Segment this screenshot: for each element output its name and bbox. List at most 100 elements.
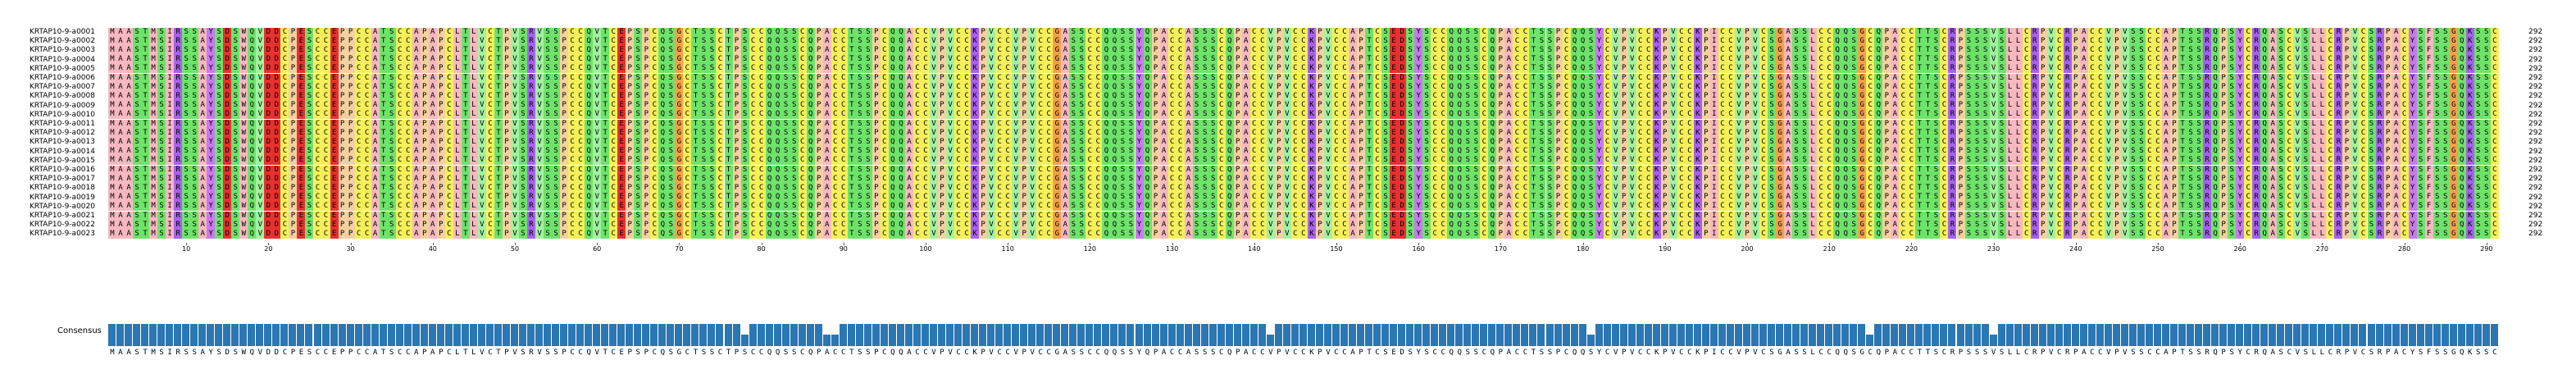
residue-cell: V bbox=[2046, 45, 2055, 56]
residue-cell: A bbox=[822, 119, 831, 129]
residue-cell: Y bbox=[207, 45, 216, 56]
residue-cell: A bbox=[1061, 64, 1070, 74]
residue-cell: S bbox=[1792, 165, 1801, 175]
residue-cell: C bbox=[321, 27, 330, 37]
residue-cell: C bbox=[683, 128, 692, 138]
residue-cell: P bbox=[2112, 82, 2121, 92]
residue-cell: C bbox=[1718, 165, 1727, 175]
residue-cell: A bbox=[1784, 55, 1793, 65]
residue-cell: S bbox=[1932, 119, 1941, 129]
residue-cell: C bbox=[2087, 119, 2096, 129]
residue-cell: S bbox=[1964, 82, 1973, 92]
residue-cell: C bbox=[485, 55, 494, 65]
residue-cell: C bbox=[568, 27, 577, 37]
residue-cell: Y bbox=[2236, 64, 2245, 74]
residue-cell: L bbox=[2310, 73, 2319, 83]
residue-cell: S bbox=[855, 73, 864, 83]
residue-cell: Q bbox=[773, 128, 782, 138]
residue-cell: S bbox=[1973, 165, 1982, 175]
residue-cell: V bbox=[1989, 156, 1998, 166]
residue-cell: S bbox=[215, 82, 224, 92]
residue-cell: S bbox=[1077, 165, 1086, 175]
residue-cell: C bbox=[798, 128, 807, 138]
residue-cell: T bbox=[141, 91, 150, 102]
residue-cell: Q bbox=[1833, 55, 1842, 65]
residue-cell: S bbox=[519, 156, 527, 166]
residue-cell: S bbox=[1973, 45, 1982, 56]
residue-cell: P bbox=[1151, 73, 1160, 83]
residue-cell: P bbox=[502, 110, 511, 120]
residue-cell: P bbox=[1554, 36, 1563, 46]
residue-cell: S bbox=[1586, 45, 1595, 56]
residue-cell: P bbox=[436, 64, 445, 74]
residue-cell: Q bbox=[248, 110, 257, 120]
residue-cell: V bbox=[2104, 73, 2113, 83]
residue-cell: Y bbox=[1414, 101, 1423, 111]
residue-cell: S bbox=[544, 119, 553, 129]
residue-cell: S bbox=[2228, 91, 2237, 102]
residue-cell: C bbox=[1718, 55, 1727, 65]
residue-cell: C bbox=[1759, 91, 1768, 102]
residue-cell: Q bbox=[1570, 156, 1579, 166]
residue-cell: S bbox=[305, 64, 314, 74]
residue-cell: D bbox=[1398, 156, 1407, 166]
residue-cell: A bbox=[1891, 128, 1900, 138]
residue-cell: A bbox=[822, 165, 831, 175]
residue-cell: C bbox=[1677, 27, 1686, 37]
residue-cell: Y bbox=[1595, 55, 1604, 65]
residue-cell: R bbox=[174, 165, 183, 175]
residue-cell: C bbox=[2087, 45, 2096, 56]
residue-cell: D bbox=[272, 156, 281, 166]
residue-cell: S bbox=[781, 36, 790, 46]
residue-cell: A bbox=[1159, 91, 1168, 102]
residue-cell: S bbox=[1850, 137, 1859, 148]
residue-cell: Q bbox=[1447, 110, 1456, 120]
residue-cell: S bbox=[855, 165, 864, 175]
residue-cell: L bbox=[2310, 101, 2319, 111]
residue-cell: S bbox=[2474, 45, 2483, 56]
residue-cell: T bbox=[2178, 128, 2187, 138]
residue-cell: P bbox=[1496, 137, 1505, 148]
residue-cell: V bbox=[1989, 45, 1998, 56]
residue-cell: C bbox=[1045, 147, 1054, 157]
residue-cell: C bbox=[963, 128, 972, 138]
residue-cell: S bbox=[634, 36, 643, 46]
residue-cell: G bbox=[1858, 91, 1867, 102]
residue-cell: S bbox=[1406, 174, 1415, 184]
residue-cell: P bbox=[814, 110, 823, 120]
residue-cell: P bbox=[1882, 137, 1891, 148]
residue-cell: C bbox=[1258, 36, 1267, 46]
residue-cell: S bbox=[855, 119, 864, 129]
residue-cell: S bbox=[863, 82, 872, 92]
residue-cell: L bbox=[2014, 147, 2023, 157]
residue-cell: S bbox=[1126, 55, 1136, 65]
residue-cell: P bbox=[1357, 147, 1366, 157]
residue-cell: C bbox=[683, 45, 692, 56]
residue-cell: S bbox=[1586, 110, 1595, 120]
residue-cell: E bbox=[297, 156, 306, 166]
residue-cell: A bbox=[125, 183, 134, 194]
residue-cell: E bbox=[330, 91, 339, 102]
residue-cell: R bbox=[2252, 45, 2261, 56]
residue-cell: M bbox=[108, 183, 116, 194]
residue-cell: P bbox=[1554, 64, 1563, 74]
residue-cell: C bbox=[354, 91, 363, 102]
residue-cell: A bbox=[371, 174, 380, 184]
residue-cell: P bbox=[2170, 110, 2179, 120]
residue-cell: R bbox=[2203, 137, 2212, 148]
residue-cell: S bbox=[1964, 174, 1973, 184]
residue-cell: P bbox=[560, 156, 569, 166]
residue-cell: V bbox=[535, 36, 544, 46]
residue-cell: P bbox=[502, 174, 511, 184]
residue-cell: M bbox=[108, 119, 116, 129]
residue-cell: S bbox=[2228, 55, 2237, 65]
residue-cell: S bbox=[1850, 27, 1859, 37]
residue-cell: P bbox=[938, 27, 947, 37]
residue-cell: P bbox=[814, 147, 823, 157]
residue-cell: C bbox=[1644, 64, 1653, 74]
residue-cell: C bbox=[1045, 110, 1054, 120]
residue-cell: S bbox=[2187, 110, 2196, 120]
residue-cell: C bbox=[485, 128, 494, 138]
residue-cell: C bbox=[1340, 64, 1349, 74]
residue-cell: C bbox=[1603, 128, 1612, 138]
